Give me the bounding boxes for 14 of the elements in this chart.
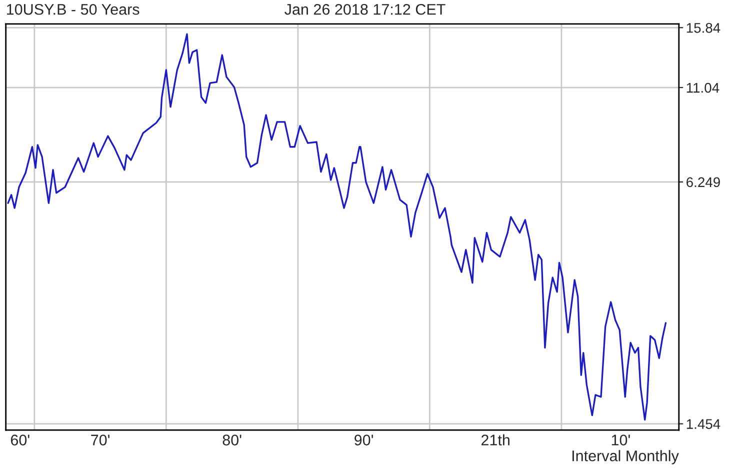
chart-subtitle: Jan 26 2018 17:12 CET xyxy=(284,4,446,15)
x-tick-label: 21th xyxy=(481,434,510,446)
x-tick-label: 10' xyxy=(612,434,630,446)
x-tick-label: 70' xyxy=(91,434,110,446)
x-tick-label: 90' xyxy=(354,434,373,446)
y-tick-label: 6.249 xyxy=(686,177,720,188)
x-tick-label: 80' xyxy=(222,434,242,446)
y-tick-label: 11.04 xyxy=(686,82,720,93)
text: Interval Monthly xyxy=(572,450,679,464)
line-series xyxy=(7,33,667,421)
y-tick-label: 1.454 xyxy=(686,419,720,429)
x-tick-label: 60' xyxy=(10,434,30,446)
chart-title: 10USY.B - 50 Years xyxy=(7,4,140,15)
y-tick-label: 15.84 xyxy=(686,22,720,33)
